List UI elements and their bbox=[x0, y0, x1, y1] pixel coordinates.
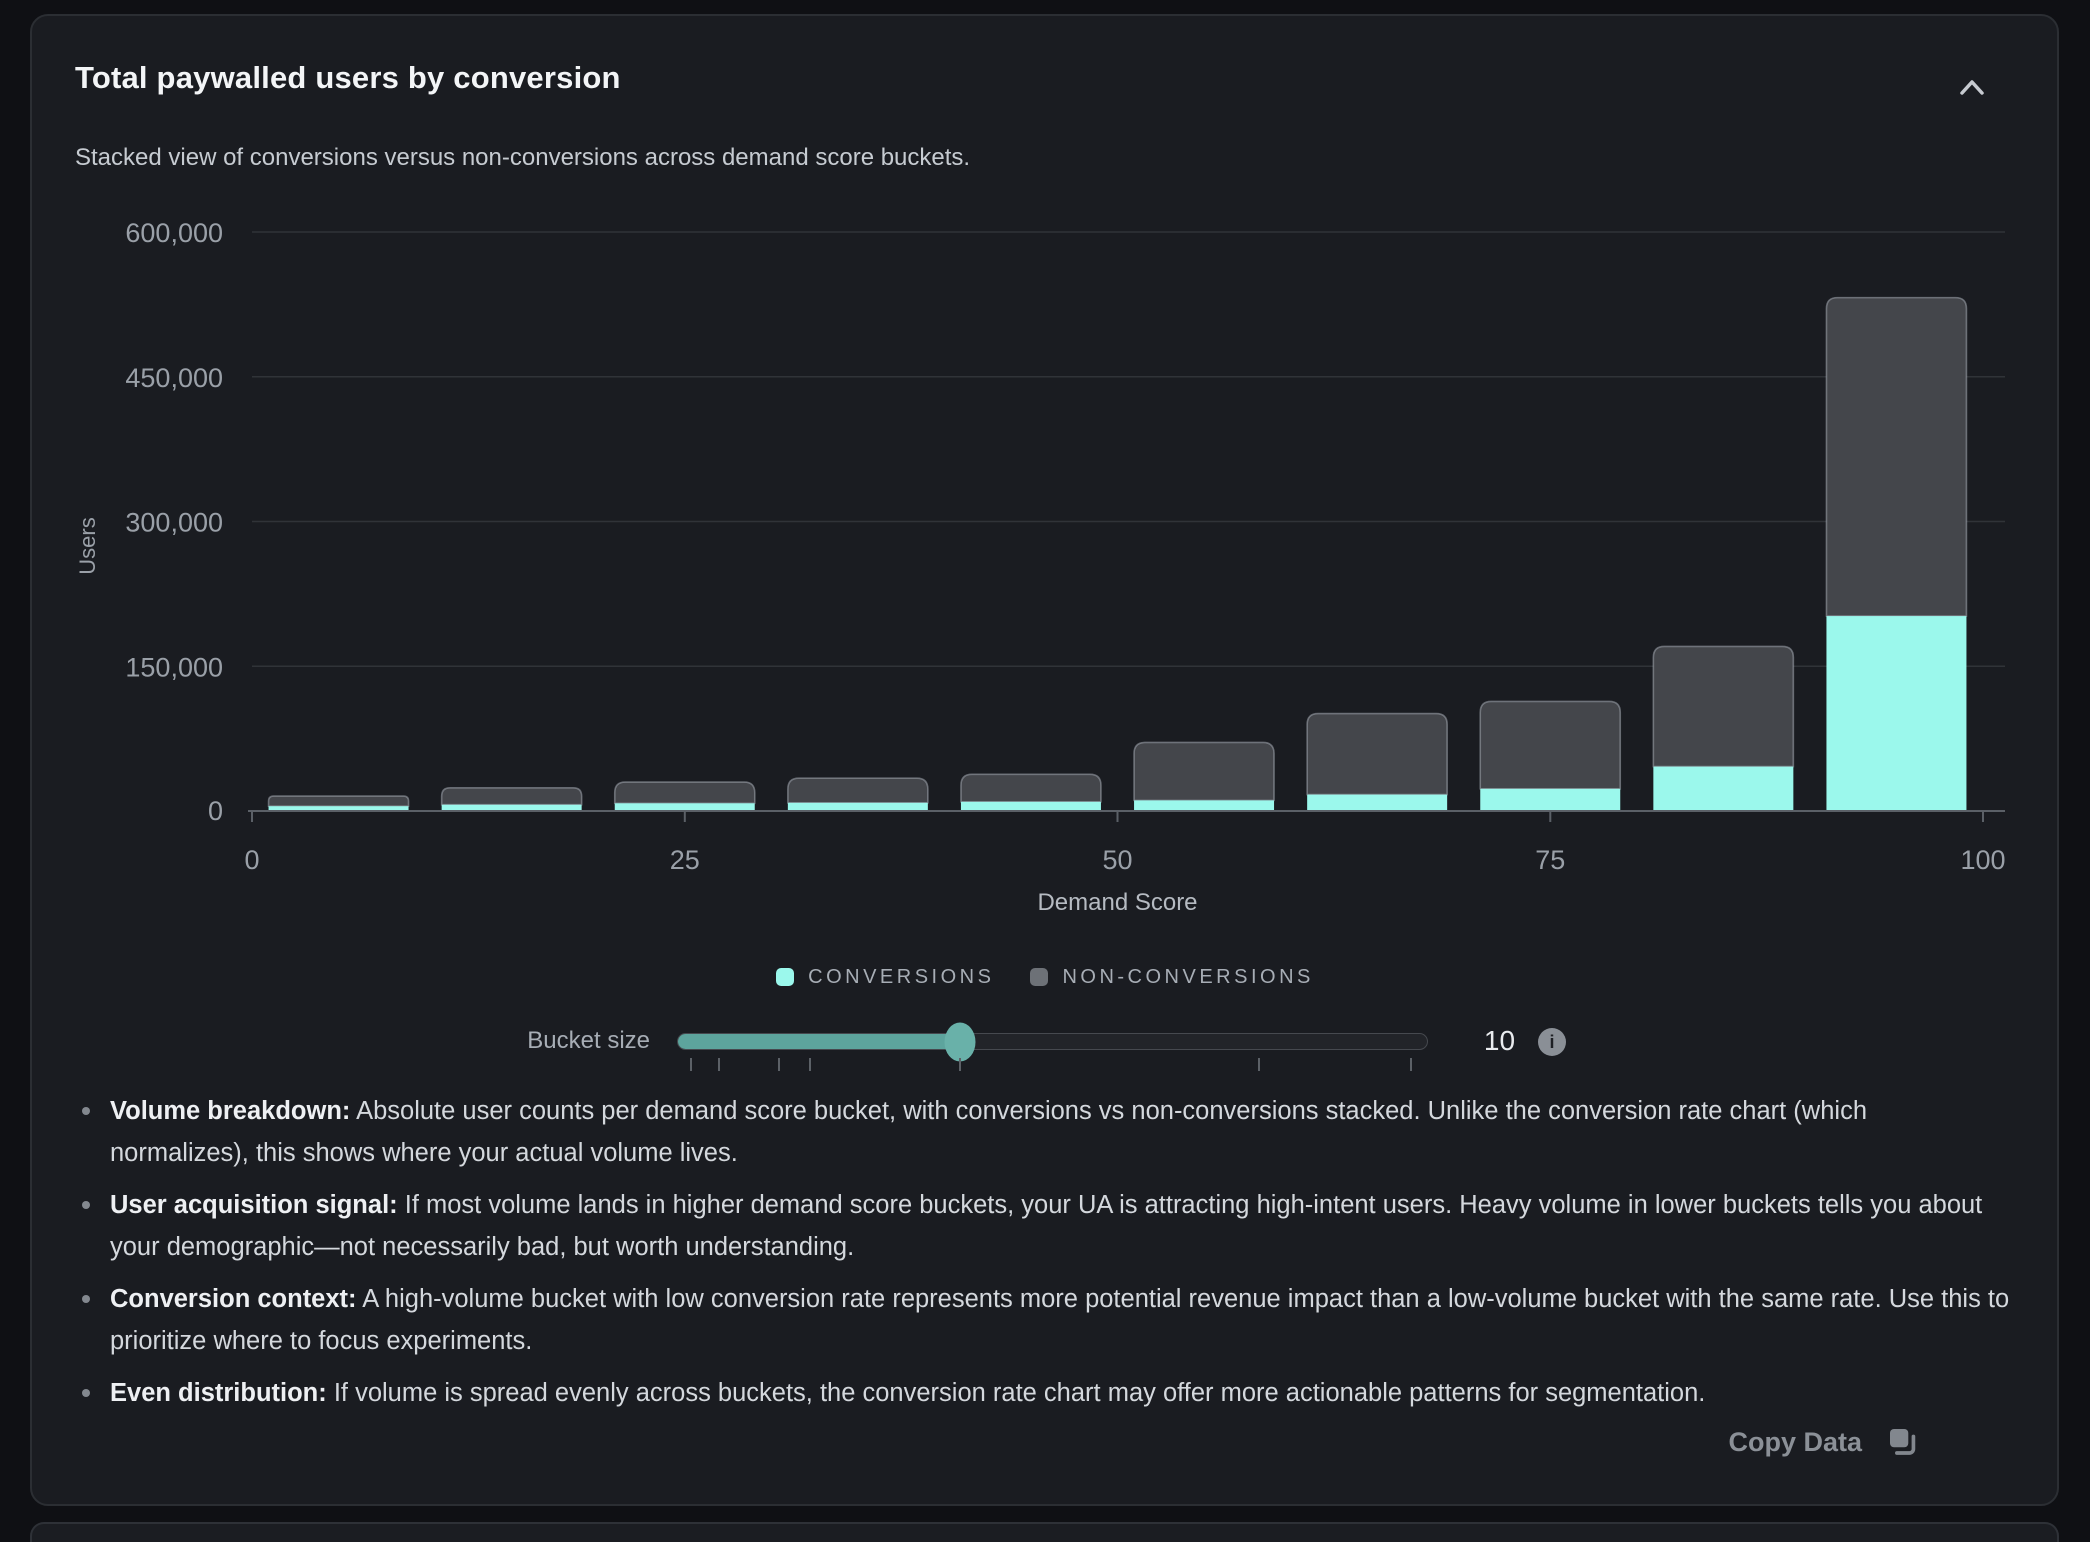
bar-segment-non-conversions[interactable] bbox=[787, 777, 929, 804]
bar-segment-non-conversions[interactable] bbox=[1825, 296, 1968, 617]
bar-segment-non-conversions[interactable] bbox=[440, 787, 583, 806]
bar-segment-conversions[interactable] bbox=[614, 803, 755, 811]
bucket-size-slider[interactable] bbox=[677, 1022, 1428, 1061]
bar-segment-conversions[interactable] bbox=[1826, 616, 1967, 811]
y-tick-label: 450,000 bbox=[125, 363, 223, 393]
slider-tick bbox=[778, 1058, 781, 1071]
bullet-dot-icon bbox=[82, 1295, 90, 1303]
bar-series-group[interactable] bbox=[267, 296, 1968, 811]
list-item: Volume breakdown: Absolute user counts p… bbox=[80, 1090, 2012, 1174]
chart-legend: CONVERSIONS NON-CONVERSIONS bbox=[0, 962, 2090, 992]
bar-segment-non-conversions[interactable] bbox=[1479, 700, 1622, 790]
bar-segment-conversions[interactable] bbox=[787, 802, 928, 811]
y-axis-title: Users bbox=[75, 517, 100, 574]
bar-segment-non-conversions[interactable] bbox=[1652, 645, 1795, 768]
y-axis-labels: 600,000 450,000 300,000 150,000 0 bbox=[125, 218, 223, 826]
legend-item-non-conversions[interactable]: NON-CONVERSIONS bbox=[1030, 966, 1313, 989]
list-item: User acquisition signal: If most volume … bbox=[80, 1184, 2012, 1268]
bar-segment-conversions[interactable] bbox=[441, 804, 582, 811]
bar-segment-non-conversions[interactable] bbox=[960, 773, 1102, 803]
bucket-size-label: Bucket size bbox=[527, 1027, 650, 1054]
x-tick-label: 75 bbox=[1535, 845, 1565, 875]
info-icon[interactable]: i bbox=[1538, 1028, 1566, 1056]
page-title: Total paywalled users by conversion bbox=[75, 60, 621, 95]
copy-data-button[interactable]: Copy Data bbox=[1728, 1424, 1918, 1460]
legend-label: NON-CONVERSIONS bbox=[1062, 965, 1314, 988]
x-tick-label: 0 bbox=[244, 845, 259, 875]
non-conversions-swatch-icon bbox=[1030, 968, 1049, 986]
x-axis-labels: 0 25 50 75 100 bbox=[244, 845, 2005, 875]
gridlines bbox=[252, 231, 2005, 668]
insight-notes: Volume breakdown: Absolute user counts p… bbox=[80, 1090, 2012, 1424]
slider-tick bbox=[958, 1058, 961, 1071]
y-tick-label: 150,000 bbox=[125, 652, 223, 682]
y-tick-label: 0 bbox=[208, 796, 223, 826]
slider-tick-marks bbox=[677, 1058, 1428, 1072]
x-axis-title: Demand Score bbox=[1037, 889, 1197, 916]
bullet-dot-icon bbox=[82, 1201, 90, 1209]
slider-tick bbox=[808, 1058, 811, 1071]
x-axis bbox=[248, 810, 2005, 822]
x-tick-label: 100 bbox=[1960, 845, 2005, 875]
bar-segment-conversions[interactable] bbox=[1653, 766, 1794, 811]
collapse-button[interactable] bbox=[1946, 68, 1998, 110]
slider-tick bbox=[1258, 1058, 1261, 1071]
bullet-dot-icon bbox=[82, 1107, 90, 1115]
bar-segment-non-conversions[interactable] bbox=[1133, 741, 1275, 802]
bar-segment-conversions[interactable] bbox=[1134, 800, 1275, 811]
y-tick-label: 300,000 bbox=[125, 508, 223, 538]
bucket-size-value: 10 bbox=[1483, 1025, 1516, 1056]
slider-tick bbox=[718, 1058, 721, 1071]
next-card-edge bbox=[30, 1522, 2059, 1542]
bar-segment-conversions[interactable] bbox=[268, 806, 409, 811]
bar-segment-conversions[interactable] bbox=[1480, 788, 1621, 811]
bar-segment-non-conversions[interactable] bbox=[613, 781, 756, 805]
slider-thumb[interactable] bbox=[944, 1022, 976, 1061]
legend-label: CONVERSIONS bbox=[808, 965, 995, 988]
copy-icon bbox=[1886, 1425, 1918, 1460]
legend-item-conversions[interactable]: CONVERSIONS bbox=[776, 966, 994, 989]
list-item: Even distribution: If volume is spread e… bbox=[80, 1372, 2012, 1414]
slider-fill bbox=[678, 1034, 960, 1049]
bar-segment-non-conversions[interactable] bbox=[1306, 712, 1448, 796]
stacked-bar-chart: 600,000 450,000 300,000 150,000 0 0 25 5… bbox=[75, 218, 2006, 916]
bar-segment-conversions[interactable] bbox=[1307, 794, 1448, 811]
chevron-up-icon bbox=[1952, 73, 1992, 106]
x-tick-label: 25 bbox=[670, 845, 700, 875]
copy-data-label: Copy Data bbox=[1728, 1426, 1862, 1457]
conversions-swatch-icon bbox=[776, 968, 795, 986]
slider-tick bbox=[689, 1058, 692, 1071]
bar-segment-non-conversions[interactable] bbox=[267, 795, 410, 807]
bar-segment-conversions[interactable] bbox=[960, 801, 1101, 811]
list-item: Conversion context: A high-volume bucket… bbox=[80, 1278, 2012, 1362]
y-tick-label: 600,000 bbox=[125, 218, 223, 248]
x-tick-label: 50 bbox=[1102, 845, 1132, 875]
slider-tick bbox=[1410, 1058, 1413, 1071]
chart-subtitle: Stacked view of conversions versus non-c… bbox=[75, 144, 971, 171]
bullet-dot-icon bbox=[82, 1389, 90, 1397]
